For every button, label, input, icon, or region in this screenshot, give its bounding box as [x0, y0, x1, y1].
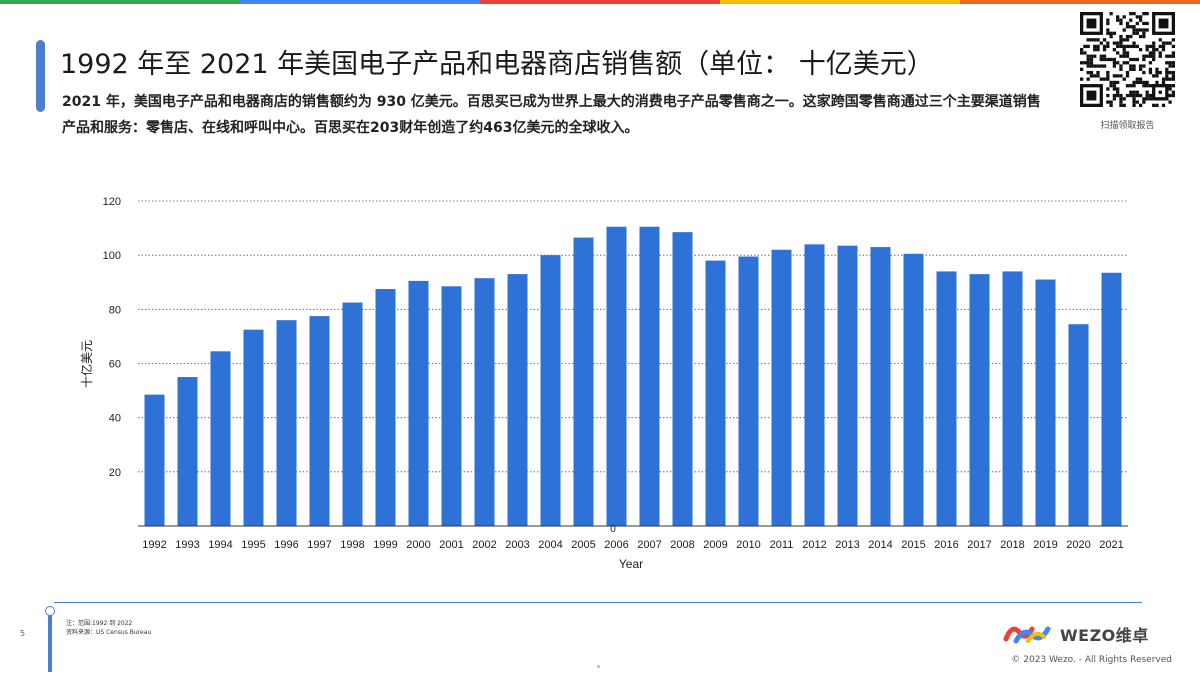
- footer-divider: [54, 602, 1142, 603]
- top-bar-segment-5: [960, 0, 1200, 4]
- bar-2004: [540, 255, 561, 526]
- x-tick-label-2011: 2011: [770, 539, 794, 551]
- sales-bar-chart: 20 40 60 80 100 120 0 1992 1993 1994 1995 1996 1997 1…: [79, 196, 1128, 571]
- footer-accent-dot: [45, 606, 55, 616]
- top-bar-segment-4: [720, 0, 960, 4]
- bar-2013: [837, 245, 858, 526]
- note-range: 注：范围:1992 到 2022: [66, 620, 133, 627]
- x-tick-label-1999: 1999: [373, 539, 397, 551]
- y-axis-title: 十亿美元: [79, 340, 94, 388]
- x-tick-label-2006: 2006: [604, 539, 628, 551]
- x-tick-label-1996: 1996: [274, 539, 298, 551]
- top-color-bar: [0, 0, 1200, 4]
- brand-name: WEZO维卓: [1060, 626, 1149, 645]
- x-tick-label-2000: 2000: [406, 539, 430, 551]
- x-tick-label-2010: 2010: [736, 539, 760, 551]
- bar-1992: [144, 394, 165, 526]
- x-tick-label-2018: 2018: [1000, 539, 1024, 551]
- x-tick-label-2020: 2020: [1066, 539, 1090, 551]
- bar-2005: [573, 237, 594, 526]
- x-tick-label-2016: 2016: [934, 539, 958, 551]
- x-tick-label-1998: 1998: [340, 539, 364, 551]
- x-tick-label-2004: 2004: [538, 539, 562, 551]
- x-tick-label-2014: 2014: [868, 539, 892, 551]
- wezo-logo-icon: [1003, 626, 1051, 644]
- bar-2015: [903, 253, 924, 526]
- bar-2009: [705, 260, 726, 526]
- bar-2019: [1035, 279, 1056, 526]
- bar-2018: [1002, 271, 1023, 526]
- x-tick-label-1997: 1997: [307, 539, 331, 551]
- bar-2011: [771, 249, 792, 526]
- bar-2008: [672, 232, 693, 527]
- page-title: 1992 年至 2021 年美国电子产品和电器商店销售额（单位： 十亿美元）: [60, 49, 934, 80]
- bar-1994: [210, 351, 231, 526]
- x-tick-label-2005: 2005: [571, 539, 595, 551]
- x-tick-label-2013: 2013: [835, 539, 859, 551]
- bar-2006: [606, 226, 627, 526]
- x-tick-label-2009: 2009: [703, 539, 727, 551]
- x-tick-label-1993: 1993: [175, 539, 199, 551]
- top-bar-segment-3: [480, 0, 720, 4]
- y-tick-label: 40: [109, 413, 121, 425]
- x-tick-label-2012: 2012: [802, 539, 826, 551]
- y-tick-label: 20: [109, 467, 121, 479]
- x-tick-label-2021: 2021: [1099, 539, 1123, 551]
- source-note: 注：范围:1992 到 2022 资料来源：US Census Bureau: [66, 619, 151, 637]
- bar-2021: [1101, 272, 1122, 526]
- page-number: 5: [20, 629, 26, 638]
- note-source: 资料来源：US Census Bureau: [66, 629, 152, 636]
- x-tick-label-2008: 2008: [670, 539, 694, 551]
- y-tick-label: 120: [103, 196, 121, 208]
- y-tick-label: 100: [103, 250, 121, 262]
- bar-1998: [342, 302, 363, 526]
- y-tick-label: 60: [109, 359, 121, 371]
- x-tick-label-2003: 2003: [505, 539, 529, 551]
- x-tick-label-2015: 2015: [901, 539, 925, 551]
- title-accent-bar: [36, 40, 45, 112]
- bar-2017: [969, 274, 990, 526]
- copyright-text: © 2023 Wezo. - All Rights Reserved: [1011, 655, 1172, 665]
- x-tick-label-2017: 2017: [967, 539, 991, 551]
- x-tick-label-2007: 2007: [637, 539, 661, 551]
- page-description: 2021 年，美国电子产品和电器商店的销售额约为 930 亿美元。百思买已成为世…: [62, 94, 1041, 136]
- x-tick-label-1992: 1992: [142, 539, 166, 551]
- bar-2007: [639, 226, 660, 526]
- x-tick-label-2001: 2001: [439, 539, 463, 551]
- bar-1995: [243, 329, 264, 526]
- bar-2016: [936, 271, 957, 526]
- bar-2020: [1068, 324, 1089, 526]
- bar-1997: [309, 316, 330, 526]
- x-tick-label-1994: 1994: [208, 539, 232, 551]
- qr-code-icon[interactable]: [1080, 12, 1175, 107]
- bar-2002: [474, 278, 495, 526]
- top-bar-segment-1: [0, 0, 240, 4]
- bar-1993: [177, 377, 198, 526]
- bar-2000: [408, 280, 429, 526]
- qr-caption: 扫描领取报告: [1100, 121, 1155, 131]
- y-tick-label: 80: [109, 304, 121, 316]
- bar-2012: [804, 244, 825, 527]
- top-bar-segment-2: [240, 0, 480, 4]
- x-axis-title: Year: [619, 557, 643, 571]
- x-tick-label-2019: 2019: [1033, 539, 1057, 551]
- y-zero-label: 0: [610, 524, 616, 535]
- x-tick-label-1995: 1995: [241, 539, 265, 551]
- footer-accent-line: [48, 610, 52, 672]
- bar-1996: [276, 320, 297, 526]
- bar-1999: [375, 289, 396, 526]
- bar-2003: [507, 274, 528, 526]
- center-dot: [597, 665, 600, 668]
- bar-2010: [738, 256, 759, 526]
- x-tick-label-2002: 2002: [472, 539, 496, 551]
- bar-2001: [441, 286, 462, 526]
- bar-2014: [870, 247, 891, 526]
